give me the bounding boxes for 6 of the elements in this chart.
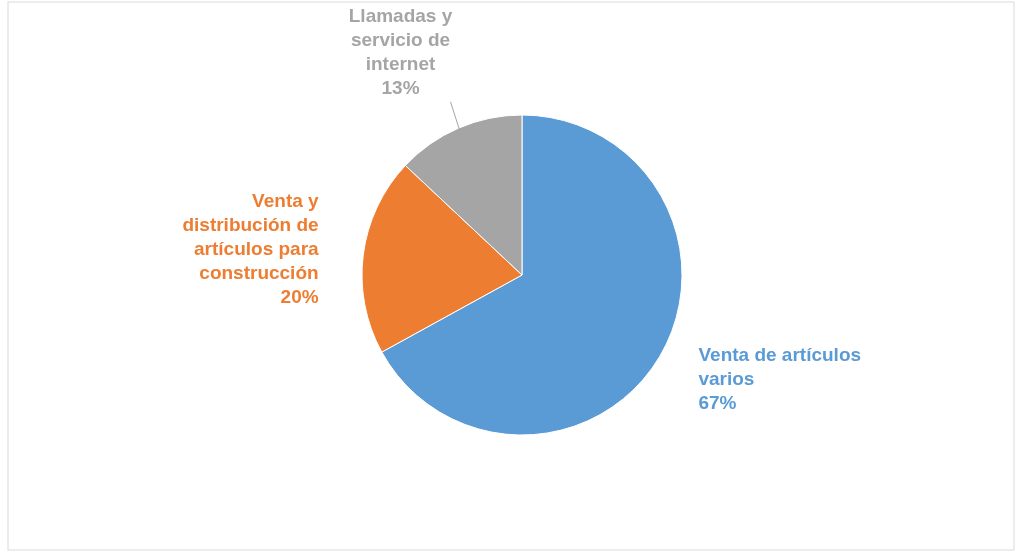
slice-label: Venta y distribución de artículos para construcción [182, 190, 320, 284]
slice-label: Llamadas y servicio de internet [348, 4, 453, 74]
data-label: 67% [698, 392, 737, 414]
data-label: 13% [381, 76, 420, 98]
data-label: 20% [280, 286, 319, 308]
slice-label: Venta de artículos varios [698, 344, 862, 390]
